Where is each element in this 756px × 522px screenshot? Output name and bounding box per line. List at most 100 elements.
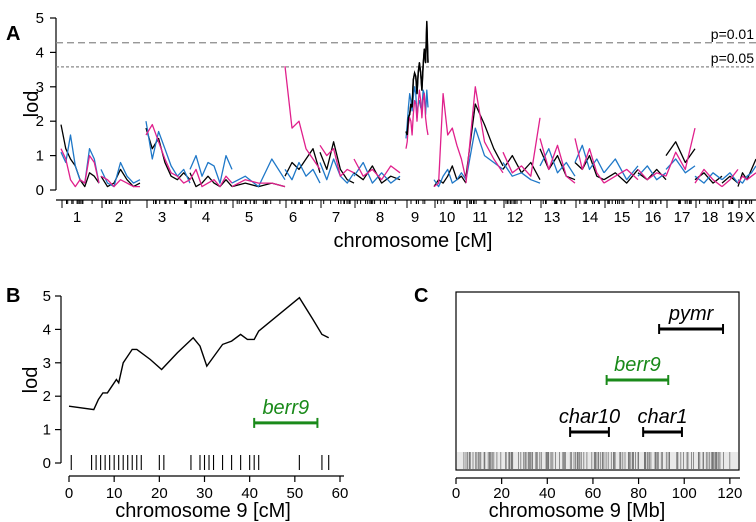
panel-c-marker-density: [457, 452, 738, 469]
lod-curve-chr19: [721, 169, 739, 188]
chromosome-label: 17: [674, 209, 691, 226]
panel-b-y-tick-label: 5: [43, 288, 51, 305]
lod-curve-chr1: [60, 148, 100, 188]
panel-a-thresholds: p=0.01 p=0.05: [56, 26, 756, 68]
lod-curve-chr11: [465, 127, 504, 180]
lod-curve-chr13: [539, 148, 576, 181]
lod-curve-chr12: [502, 154, 541, 181]
lod-curve-chr14: [574, 138, 605, 184]
chromosome-label: 5: [245, 209, 253, 226]
panel-b-x-tick-label: 0: [65, 485, 73, 502]
panel-b-x-tick-label: 60: [332, 485, 349, 502]
panel-c-x-tick-label: 20: [493, 485, 510, 502]
panel-b-lod-line: [68, 296, 330, 411]
lod-curve-chr8: [353, 158, 401, 181]
chromosome-label: 14: [582, 209, 599, 226]
chromosome-label: 15: [614, 209, 631, 226]
panel-a-series: [60, 20, 756, 188]
lod-curve-chr8: [353, 161, 401, 184]
chromosome-label: 13: [544, 209, 561, 226]
chromosome-label: 12: [507, 209, 524, 226]
lod-curve-chr5: [231, 158, 286, 188]
panel-b-y-tick-label: 1: [43, 422, 51, 439]
panel-a-y-tick-label: 4: [36, 44, 44, 61]
lod-curve-chr19: [721, 175, 739, 184]
panel-b-letter: B: [6, 285, 20, 307]
chromosome-label: 10: [439, 209, 456, 226]
panel-b-x-tick-label: 40: [241, 485, 258, 502]
panel-c-frame: [455, 291, 740, 471]
panel-a-y-tick-label: 3: [36, 79, 44, 96]
lod-curve-chr7: [319, 144, 355, 177]
lod-curve-chr4: [189, 172, 233, 188]
panel-c-x-tick-label: 40: [539, 485, 556, 502]
gene-label-char1: char1: [638, 406, 688, 428]
chromosome-label: X: [745, 209, 755, 226]
chromosome-label: 9: [411, 209, 419, 226]
berr9-label: berr9: [262, 397, 309, 419]
panel-c-x-tick-label: 80: [630, 485, 647, 502]
lod-curve-chr5: [231, 179, 286, 188]
lod-curve-chr12: [502, 162, 541, 184]
lod-curve-chr3: [145, 121, 191, 184]
panel-b-y-tick-label: 2: [43, 388, 51, 405]
chromosome-label: 2: [115, 209, 123, 226]
chromosome-label: 7: [332, 209, 340, 226]
gene-label-berr9: berr9: [614, 354, 661, 376]
panel-a-x-axis-label: chromosome [cM]: [334, 230, 493, 252]
panel-b-x-tick-label: 30: [196, 485, 213, 502]
panel-a-y-axis-label: lod: [21, 91, 43, 118]
chromosome-label: 3: [158, 209, 166, 226]
lod-curve-chr3: [145, 127, 191, 181]
lod-curve-chr13: [539, 148, 576, 177]
lod-curve-chr10: [433, 93, 467, 188]
lod-curve-chr10: [433, 168, 467, 188]
lod-curve-chr15: [603, 168, 639, 184]
panel-b-y-tick-label: 0: [43, 455, 51, 472]
panel-c-x-tick-label: 0: [452, 485, 460, 502]
lod-curve-chr2: [100, 168, 141, 188]
panel-a-y-tick-label: 5: [36, 10, 44, 27]
lod-curve-chr6: [284, 148, 321, 177]
lod-curve-chr17: [665, 127, 696, 177]
lod-curve-chr11: [465, 86, 504, 184]
panel-b-y-tick-label: 4: [43, 321, 51, 338]
panel-b-marker-rug: [70, 455, 330, 470]
panel-c: C chromosome 9 [Mb] 0 20 40 60 80 100 120 pymr…: [414, 285, 742, 522]
chromosome-label: 8: [376, 209, 384, 226]
panel-a-y-tick-label: 0: [36, 182, 44, 199]
panel-c-x-tick-label: 60: [585, 485, 602, 502]
lod-curve-chr15: [603, 168, 639, 184]
lod-curve-chr14: [574, 144, 605, 174]
lod-curve-chr7: [319, 158, 355, 184]
lod-curve-chr6: [284, 161, 321, 184]
lod-curve-chr16: [637, 168, 667, 181]
panel-b-x-tick-label: 10: [106, 485, 123, 502]
lod-curve-chr6: [284, 66, 321, 170]
chromosome-label: 18: [702, 209, 719, 226]
panel-a-marker-rug: [61, 200, 753, 208]
chromosome-label: 4: [202, 209, 210, 226]
threshold-label: p=0.05: [711, 50, 754, 66]
lod-curve-chr13: [539, 138, 576, 184]
chromosome-label: 16: [645, 209, 662, 226]
lod-curve-chr17: [665, 141, 696, 164]
panel-b-x-ticks: 0 10 20 30 40 50 60: [65, 476, 349, 502]
lod-curve-chr4: [189, 154, 233, 184]
lod-curve-chr12: [502, 117, 541, 177]
panel-a-y-tick-label: 1: [36, 148, 44, 165]
panel-b-annotation: berr9: [253, 397, 319, 428]
lod-curve-chr3: [145, 123, 191, 184]
panel-b-x-tick-label: 50: [286, 485, 303, 502]
panel-c-x-axis-label: chromosome 9 [Mb]: [489, 500, 666, 522]
gene-label-char10: char10: [559, 406, 620, 428]
lod-curve-chr11: [465, 103, 504, 177]
chromosome-label: 11: [472, 209, 488, 226]
panel-c-gene-intervals: pymr berr9 char10 char1: [559, 303, 725, 437]
panel-a-chromosome-labels: 1 2 3 4 5 6 7 8 9 10 11 12 13 14 15 16 17 18 19 X: [73, 209, 755, 226]
panel-c-letter: C: [414, 285, 428, 307]
chromosome-label: 19: [727, 209, 744, 226]
panel-b-x-axis-label: chromosome 9 [cM]: [115, 500, 291, 522]
chromosome-label: 6: [289, 209, 297, 226]
